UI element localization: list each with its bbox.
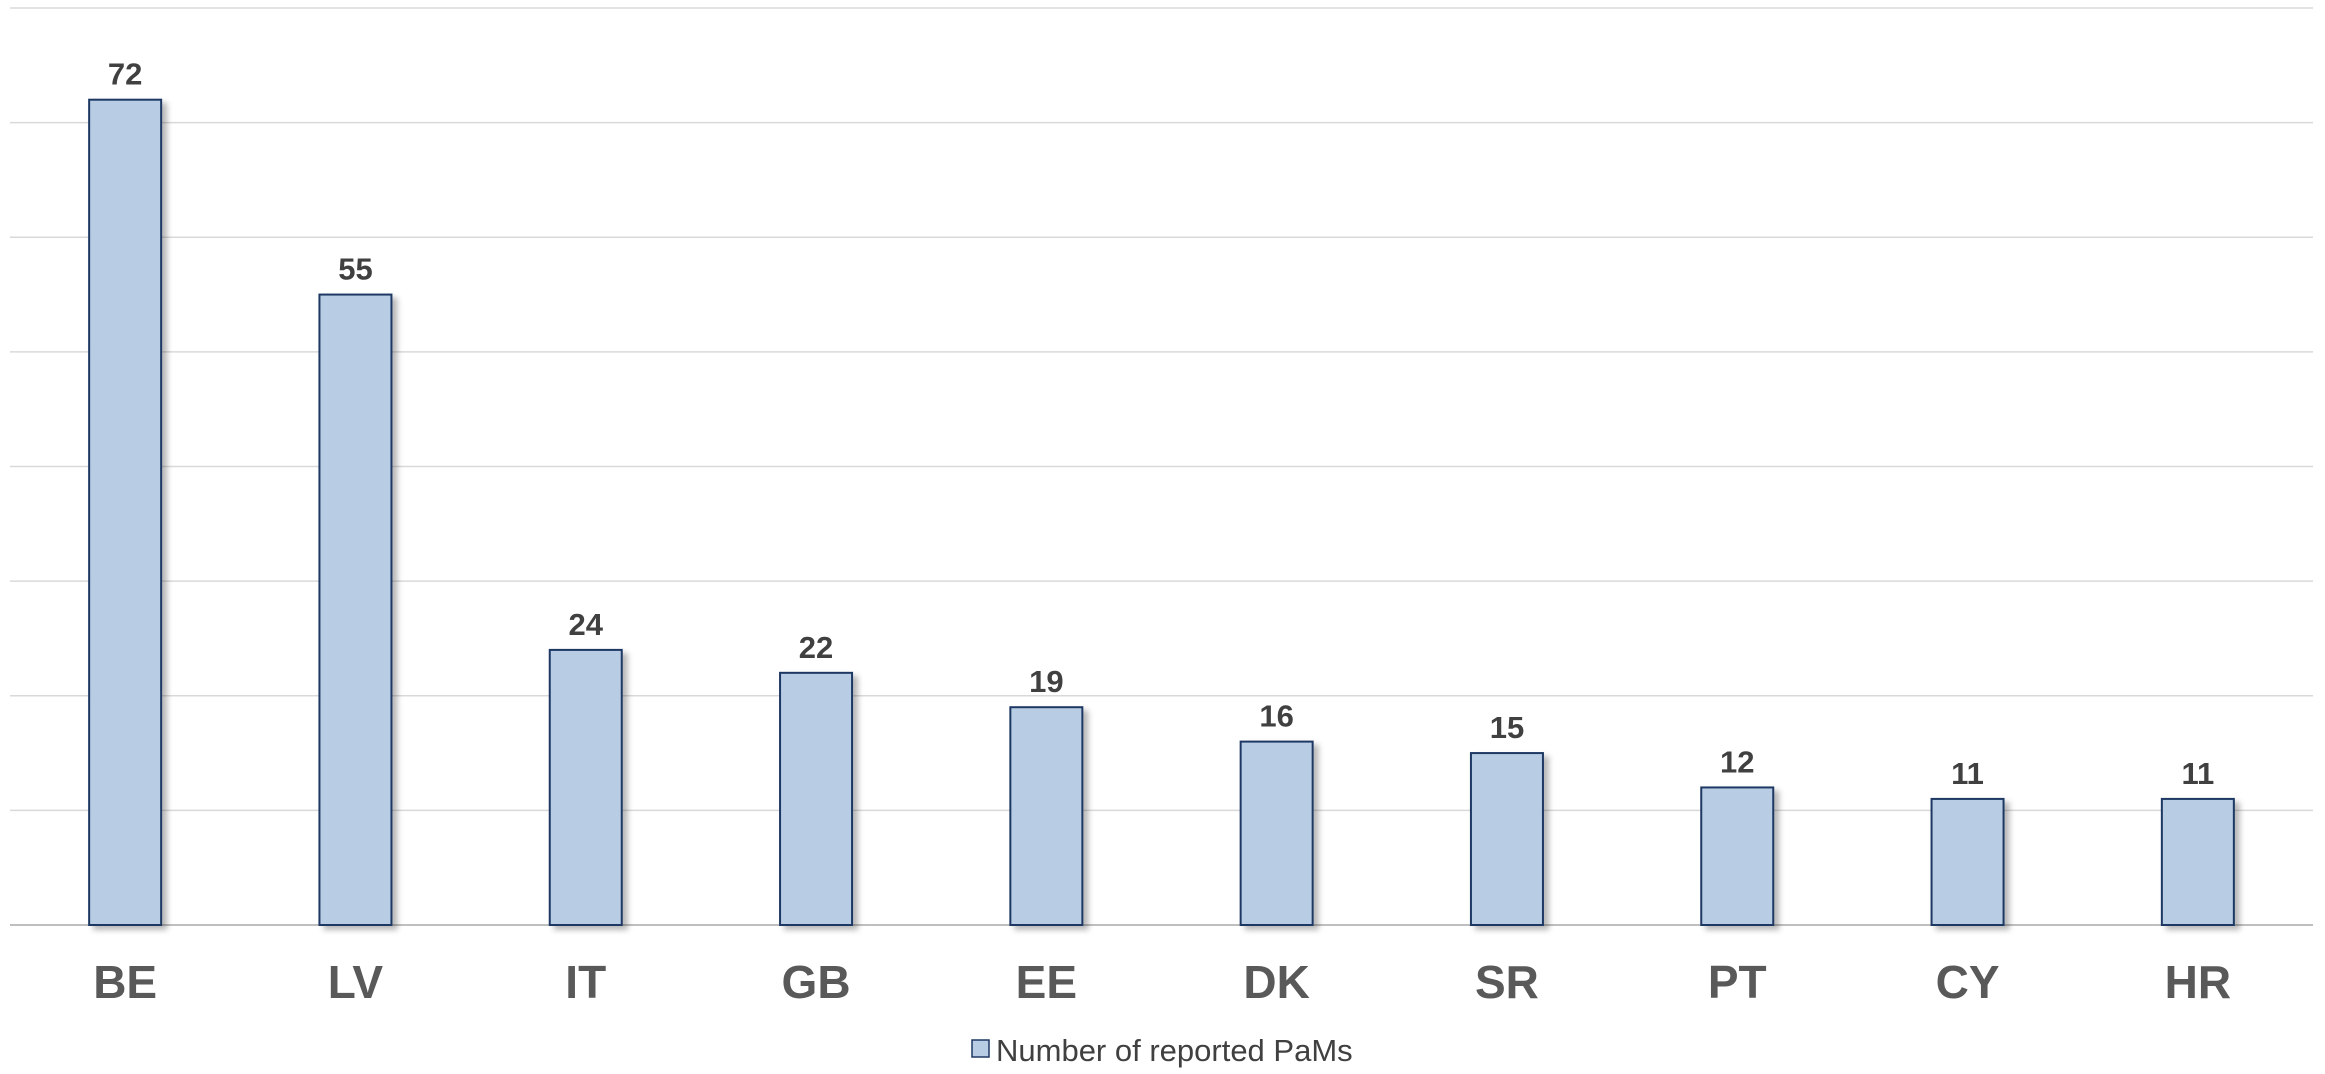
bar-dk [1239, 740, 1314, 926]
bar-ee [1009, 706, 1084, 927]
data-label-sr: 15 [1490, 710, 1524, 745]
x-tick-label-hr: HR [2165, 956, 2231, 1008]
data-label-cy: 11 [1951, 756, 1984, 791]
x-tick-label-dk: DK [1243, 956, 1309, 1008]
data-labels: 72 55 24 22 19 16 15 12 11 11 [108, 57, 2214, 791]
legend-label: Number of reported PaMs [996, 1033, 1353, 1068]
data-label-be: 72 [108, 57, 142, 92]
data-label-hr: 11 [2181, 756, 2214, 791]
x-tick-label-pt: PT [1708, 956, 1767, 1008]
x-tick-label-it: IT [565, 956, 606, 1008]
x-axis-tick-labels: BE LV IT GB EE DK SR PT CY HR [93, 956, 2231, 1008]
x-tick-label-sr: SR [1475, 956, 1539, 1008]
data-label-gb: 22 [799, 630, 833, 665]
legend: Number of reported PaMs [971, 1033, 1353, 1068]
gridlines [10, 7, 2313, 926]
bar-lv [318, 293, 393, 926]
bar-cy [1930, 797, 2005, 926]
x-tick-label-gb: GB [782, 956, 851, 1008]
legend-swatch [971, 1039, 990, 1058]
x-tick-label-cy: CY [1936, 956, 2000, 1008]
bar-be [88, 98, 163, 926]
data-label-pt: 12 [1720, 744, 1754, 779]
x-tick-label-be: BE [93, 956, 157, 1008]
bar-gb [779, 671, 854, 927]
bar-hr [2160, 797, 2235, 926]
data-label-it: 24 [569, 607, 604, 642]
data-label-ee: 19 [1029, 664, 1063, 699]
bar-pt [1700, 786, 1775, 927]
bar-it [548, 648, 623, 927]
bar-sr [1469, 752, 1544, 926]
bars [88, 98, 2235, 927]
x-tick-label-lv: LV [328, 956, 384, 1008]
data-label-dk: 16 [1259, 699, 1293, 734]
data-label-lv: 55 [338, 252, 372, 287]
x-tick-label-ee: EE [1016, 956, 1077, 1008]
